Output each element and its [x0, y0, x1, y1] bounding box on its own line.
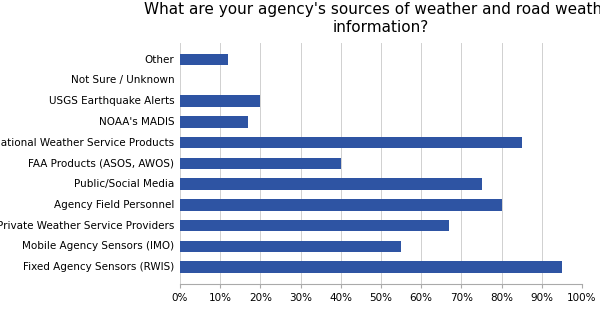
- Bar: [180, 158, 341, 169]
- Bar: [180, 199, 502, 211]
- Bar: [180, 179, 482, 190]
- Bar: [180, 220, 449, 231]
- Bar: [180, 137, 522, 148]
- Bar: [180, 261, 562, 273]
- Bar: [180, 54, 228, 65]
- Bar: [180, 95, 260, 107]
- Bar: [180, 241, 401, 252]
- Title: What are your agency's sources of weather and road weather
information?: What are your agency's sources of weathe…: [144, 2, 600, 35]
- Bar: [180, 116, 248, 127]
